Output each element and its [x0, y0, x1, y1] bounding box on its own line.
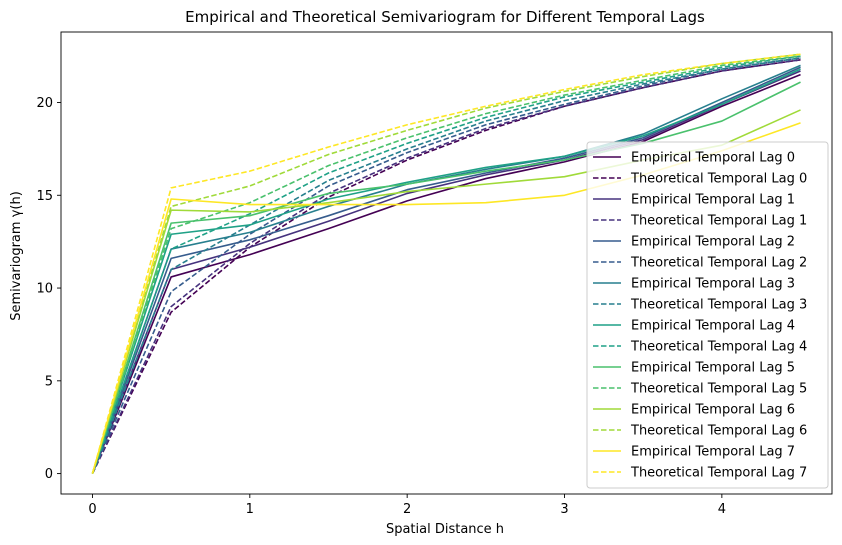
- chart-title: Empirical and Theoretical Semivariogram …: [185, 8, 705, 26]
- series-line-11: [91, 55, 801, 474]
- y-axis-title: Semivariogram γ(h): [9, 191, 24, 321]
- legend-label: Theoretical Temporal Lag 7: [630, 466, 807, 481]
- legend-label: Empirical Temporal Lag 6: [631, 403, 795, 418]
- legend-label: Theoretical Temporal Lag 4: [630, 340, 807, 355]
- series-line-5: [91, 57, 801, 474]
- legend-label: Empirical Temporal Lag 1: [631, 193, 795, 208]
- series-line-13: [91, 53, 801, 474]
- legend-label: Empirical Temporal Lag 4: [631, 319, 795, 334]
- series-line-0: [91, 73, 801, 474]
- series-line-8: [91, 68, 801, 474]
- x-tick-label: 1: [246, 502, 254, 517]
- legend-label: Theoretical Temporal Lag 6: [630, 424, 807, 439]
- legend-label: Theoretical Temporal Lag 3: [630, 298, 807, 313]
- series-line-9: [91, 55, 801, 474]
- legend: Empirical Temporal Lag 0 Theoretical Temp…: [586, 141, 829, 489]
- plot-frame: [60, 31, 833, 495]
- series-line-6: [91, 64, 801, 474]
- legend-label: Theoretical Temporal Lag 2: [630, 256, 807, 271]
- y-tick-label: 20: [36, 96, 53, 111]
- legend-label: Theoretical Temporal Lag 0: [630, 172, 807, 187]
- series-line-1: [91, 59, 801, 474]
- series-line-7: [91, 57, 801, 474]
- x-tick-label: 0: [88, 502, 96, 517]
- y-tick-label: 10: [36, 282, 53, 297]
- x-axis-title: Spatial Distance h: [386, 522, 504, 537]
- series-line-15: [91, 53, 801, 474]
- legend-label: Empirical Temporal Lag 2: [631, 235, 795, 250]
- legend-label: Theoretical Temporal Lag 5: [630, 382, 807, 397]
- legend-label: Empirical Temporal Lag 0: [631, 151, 795, 166]
- legend-label: Theoretical Temporal Lag 1: [630, 214, 807, 229]
- legend-label: Empirical Temporal Lag 3: [631, 277, 795, 292]
- series-line-10: [91, 81, 801, 474]
- series-line-3: [91, 59, 801, 474]
- plot-area: 0 1 2 3 4 0 5 10 15 20 Empirical Temporal Lag 0 The…: [36, 31, 833, 517]
- y-tick-label: 0: [45, 467, 53, 482]
- y-tick-label: 5: [45, 374, 53, 389]
- x-tick-label: 2: [403, 502, 411, 517]
- legend-label: Empirical Temporal Lag 5: [631, 361, 795, 376]
- x-tick-label: 4: [718, 502, 726, 517]
- series-line-2: [91, 70, 801, 474]
- y-tick-label: 15: [36, 189, 53, 204]
- x-tick-label: 3: [560, 502, 568, 517]
- legend-box: [586, 141, 829, 489]
- legend-label: Empirical Temporal Lag 7: [631, 445, 795, 460]
